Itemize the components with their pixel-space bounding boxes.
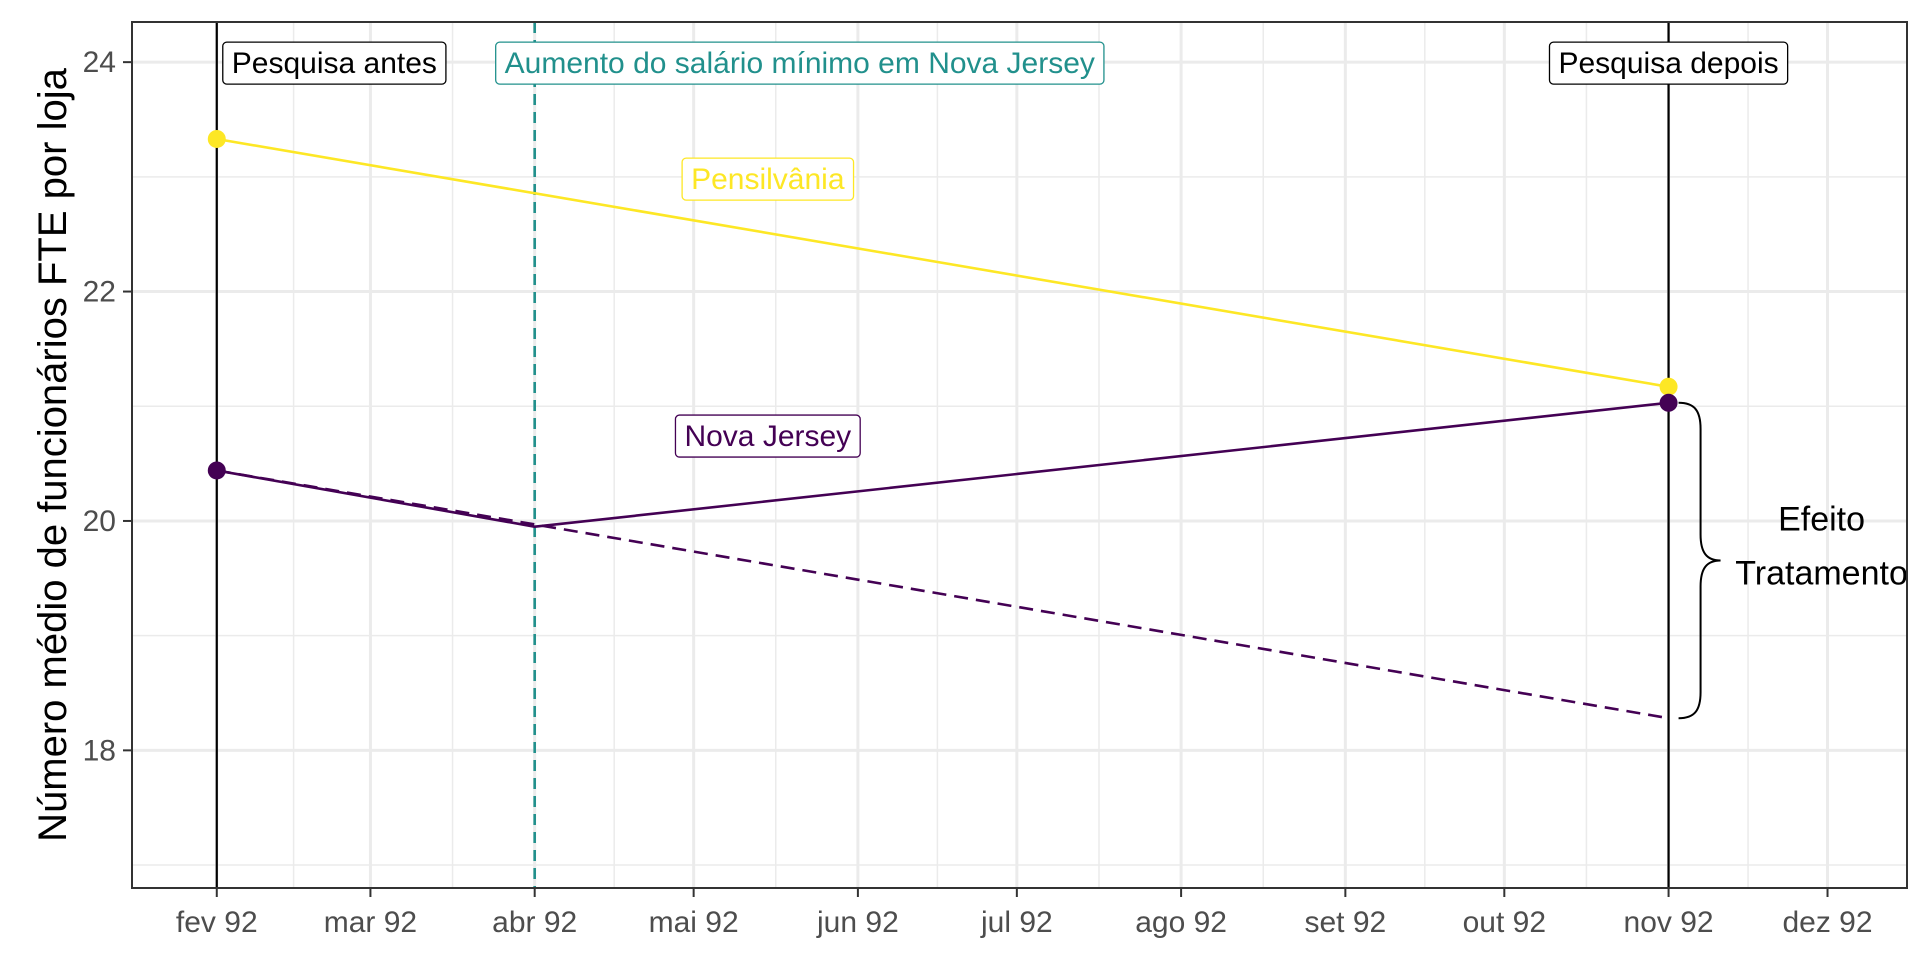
y-tick-label: 20 [83,505,116,538]
treatment-effect-brace [1678,401,1721,720]
survey-before-label: Pesquisa antes [232,47,437,80]
y-tick-label: 18 [83,734,116,767]
y-axis-title: Número médio de funcionários FTE por loj… [31,67,75,841]
x-tick-label: mar 92 [324,906,417,939]
survey-after-label-box [1548,41,1789,85]
survey-after-label: Pesquisa depois [1558,47,1778,80]
x-tick-label: fev 92 [176,906,258,939]
axes: fev 92 mar 92 abr 92 mai 92 jun 92 jul 92 ago … [83,46,1873,939]
series-label-nova-jersey: Nova Jersey [684,420,851,453]
x-tick-label: ago 92 [1135,906,1227,939]
data-point [1659,377,1678,396]
y-tick-label: 24 [83,46,116,79]
annotations: Pesquisa antes Aumento do salário mínimo … [222,41,1908,720]
gridlines [132,22,1907,888]
reference-lines [215,22,1670,888]
series-lines [216,137,1669,720]
x-tick-label: jun 92 [816,906,899,939]
x-tick-label: jul 92 [980,906,1053,939]
policy-change-label: Aumento do salário mínimo em Nova Jersey [505,47,1095,80]
treatment-effect-label-line-2: Tratamento [1735,555,1908,593]
policy-change-label-box [495,41,1105,85]
x-tick-label: dez 92 [1782,906,1872,939]
series-markers [207,129,1678,480]
x-tick-label: out 92 [1463,906,1546,939]
x-tick-label: mai 92 [649,906,739,939]
plot-panel-border [131,21,1908,889]
series-label-pensilv-nia: Pensilvânia [691,163,845,196]
series-line-nova-jersey [216,401,1669,529]
treatment-effect-label-line-1: Efeito [1778,501,1865,539]
series-label-nova-jersey-box [674,414,861,458]
x-tick-label: set 92 [1304,906,1386,939]
data-point [1659,393,1678,412]
data-point [207,129,226,148]
survey-before-label-box [222,41,447,85]
y-tick-label: 22 [83,276,116,309]
x-tick-label: abr 92 [492,906,577,939]
series-line-pensilv-nia [216,137,1669,389]
counterfactual-line [216,469,1669,720]
x-tick-label: nov 92 [1624,906,1714,939]
data-point [207,461,226,480]
series-label-pensilv-nia-box [681,157,855,201]
